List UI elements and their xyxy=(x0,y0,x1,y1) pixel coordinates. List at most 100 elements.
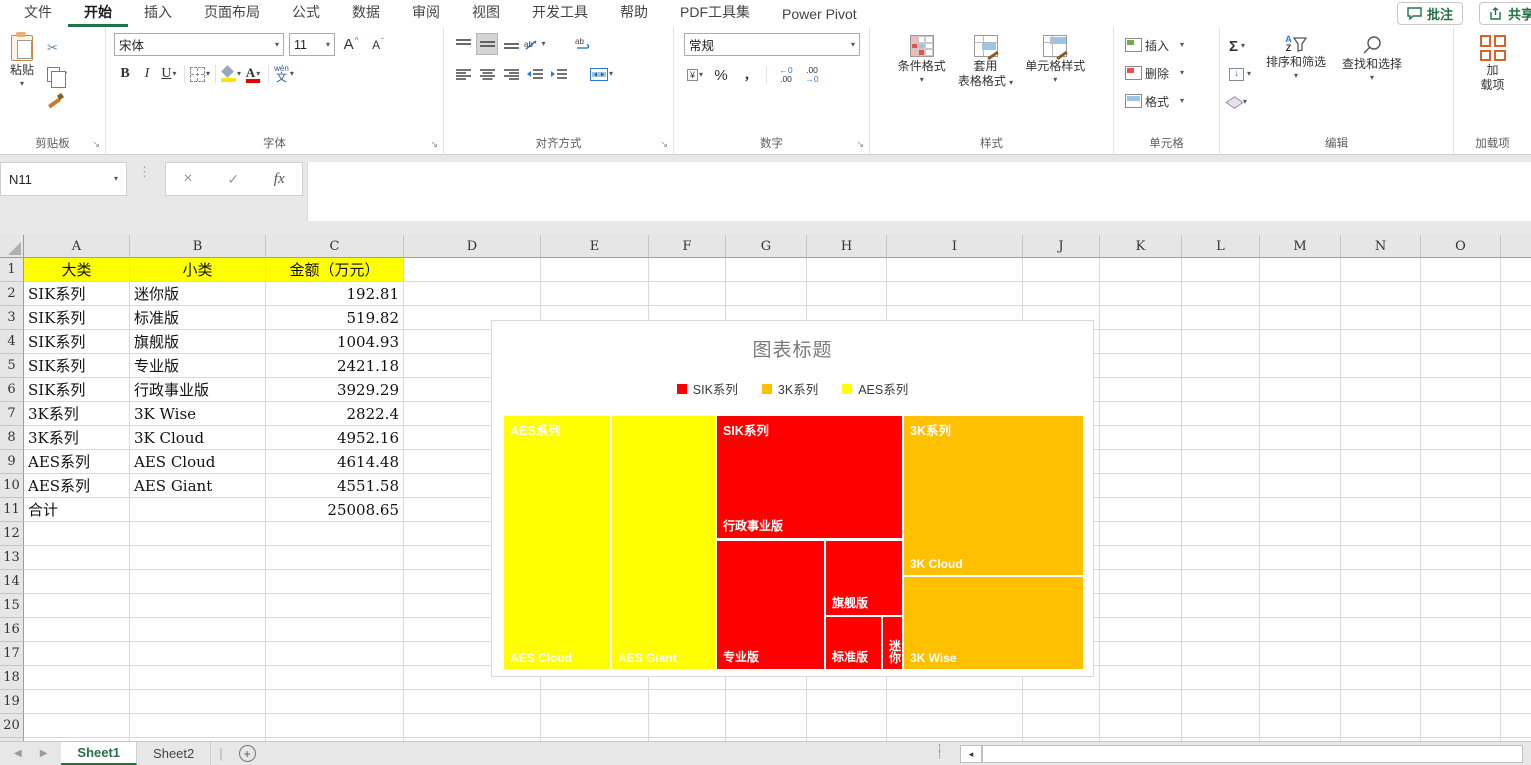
cell-K10[interactable] xyxy=(1100,474,1182,498)
cut-button[interactable]: ✂ xyxy=(44,37,70,59)
cell-M19[interactable] xyxy=(1260,690,1341,714)
cell-A4[interactable]: SIK系列 xyxy=(24,330,130,354)
ribbon-tab-开始[interactable]: 开始 xyxy=(68,0,128,27)
cell-K13[interactable] xyxy=(1100,546,1182,570)
new-sheet-button[interactable]: + xyxy=(238,745,256,762)
cell-N13[interactable] xyxy=(1341,546,1421,570)
row-header-12[interactable]: 12 xyxy=(0,522,24,546)
ribbon-tab-审阅[interactable]: 审阅 xyxy=(412,4,440,20)
cell-F1[interactable] xyxy=(649,258,726,282)
cell-L5[interactable] xyxy=(1182,354,1260,378)
cell-J19[interactable] xyxy=(1023,690,1100,714)
cell-M14[interactable] xyxy=(1260,570,1341,594)
cell-I18[interactable] xyxy=(887,666,1023,690)
cell-C12[interactable] xyxy=(266,522,404,546)
font-size-select[interactable]: 11 ▾ xyxy=(289,33,335,56)
treemap-tile-旗舰版[interactable]: 旗舰版 xyxy=(826,541,902,615)
cell-D2[interactable] xyxy=(404,282,541,306)
formula-input[interactable] xyxy=(307,162,1531,221)
number-dialog-launcher[interactable]: ↘ xyxy=(856,139,864,149)
cell-K7[interactable] xyxy=(1100,402,1182,426)
cell-G20[interactable] xyxy=(726,714,807,738)
cell-C5[interactable]: 2421.18 xyxy=(266,354,404,378)
cell-L21[interactable] xyxy=(1182,738,1260,741)
delete-cells-button[interactable]: 删除 ▾ xyxy=(1122,62,1211,84)
cell-A16[interactable] xyxy=(24,618,130,642)
column-header-A[interactable]: A xyxy=(24,235,130,258)
cell-L4[interactable] xyxy=(1182,330,1260,354)
percent-style-button[interactable]: % xyxy=(710,64,732,86)
cell-C8[interactable]: 4952.16 xyxy=(266,426,404,450)
decrease-decimal-button[interactable]: .00 →0 xyxy=(801,64,823,86)
cell-C4[interactable]: 1004.93 xyxy=(266,330,404,354)
cell-K11[interactable] xyxy=(1100,498,1182,522)
cell-O17[interactable] xyxy=(1421,642,1501,666)
scrollbar-drag-handle[interactable]: ⁞ ⁞ xyxy=(938,743,942,762)
cell-M18[interactable] xyxy=(1260,666,1341,690)
insert-cells-button[interactable]: 插入 ▾ xyxy=(1122,34,1211,56)
cell-L3[interactable] xyxy=(1182,306,1260,330)
number-format-select[interactable]: 常规 ▾ xyxy=(684,33,860,56)
ribbon-tab-插入[interactable]: 插入 xyxy=(144,4,172,20)
increase-indent-button[interactable] xyxy=(548,63,570,85)
cell-K5[interactable] xyxy=(1100,354,1182,378)
ribbon-tab-页面布局[interactable]: 页面布局 xyxy=(204,4,260,20)
treemap-tile-迷你[interactable]: 迷你 xyxy=(883,617,902,669)
cell-K4[interactable] xyxy=(1100,330,1182,354)
cell-I21[interactable] xyxy=(887,738,1023,741)
cell-B5[interactable]: 专业版 xyxy=(130,354,266,378)
cell-L6[interactable] xyxy=(1182,378,1260,402)
cell-C20[interactable] xyxy=(266,714,404,738)
cell-A18[interactable] xyxy=(24,666,130,690)
row-header-5[interactable]: 5 xyxy=(0,354,24,378)
cell-partial-1[interactable] xyxy=(1501,258,1531,282)
cell-C2[interactable]: 192.81 xyxy=(266,282,404,306)
cell-K14[interactable] xyxy=(1100,570,1182,594)
cell-partial-5[interactable] xyxy=(1501,354,1531,378)
cell-L17[interactable] xyxy=(1182,642,1260,666)
cell-L9[interactable] xyxy=(1182,450,1260,474)
cell-B9[interactable]: AES Cloud xyxy=(130,450,266,474)
row-header-21[interactable]: 21 xyxy=(0,738,24,741)
prev-sheet-button[interactable]: ◀ xyxy=(14,748,22,759)
cancel-button[interactable]: × xyxy=(183,170,193,187)
ribbon-tab-PDF工具集[interactable]: PDF工具集 xyxy=(680,4,750,20)
cell-N1[interactable] xyxy=(1341,258,1421,282)
cell-partial-17[interactable] xyxy=(1501,642,1531,666)
cell-O4[interactable] xyxy=(1421,330,1501,354)
cell-L14[interactable] xyxy=(1182,570,1260,594)
cell-O5[interactable] xyxy=(1421,354,1501,378)
cell-B6[interactable]: 行政事业版 xyxy=(130,378,266,402)
cell-H19[interactable] xyxy=(807,690,887,714)
cell-partial-14[interactable] xyxy=(1501,570,1531,594)
cell-K12[interactable] xyxy=(1100,522,1182,546)
cell-K21[interactable] xyxy=(1100,738,1182,741)
cell-L2[interactable] xyxy=(1182,282,1260,306)
row-header-3[interactable]: 3 xyxy=(0,306,24,330)
align-bottom-button[interactable] xyxy=(500,33,522,55)
cell-I19[interactable] xyxy=(887,690,1023,714)
cell-O14[interactable] xyxy=(1421,570,1501,594)
cell-B14[interactable] xyxy=(130,570,266,594)
cell-L13[interactable] xyxy=(1182,546,1260,570)
cell-N19[interactable] xyxy=(1341,690,1421,714)
column-header-C[interactable]: C xyxy=(266,235,404,258)
cell-partial-18[interactable] xyxy=(1501,666,1531,690)
cell-K6[interactable] xyxy=(1100,378,1182,402)
cell-O10[interactable] xyxy=(1421,474,1501,498)
cell-N16[interactable] xyxy=(1341,618,1421,642)
ribbon-tab-帮助[interactable]: 帮助 xyxy=(620,4,648,20)
cell-G21[interactable] xyxy=(726,738,807,741)
cell-N5[interactable] xyxy=(1341,354,1421,378)
cell-N21[interactable] xyxy=(1341,738,1421,741)
cell-M6[interactable] xyxy=(1260,378,1341,402)
cell-A2[interactable]: SIK系列 xyxy=(24,282,130,306)
cell-E1[interactable] xyxy=(541,258,649,282)
cell-B17[interactable] xyxy=(130,642,266,666)
cell-B18[interactable] xyxy=(130,666,266,690)
cell-A12[interactable] xyxy=(24,522,130,546)
treemap-chart[interactable]: 图表标题 SIK系列 3K系列 AES系列 AES系列 AES Cloud AES Gian… xyxy=(491,320,1094,677)
cell-I2[interactable] xyxy=(887,282,1023,306)
cell-M2[interactable] xyxy=(1260,282,1341,306)
